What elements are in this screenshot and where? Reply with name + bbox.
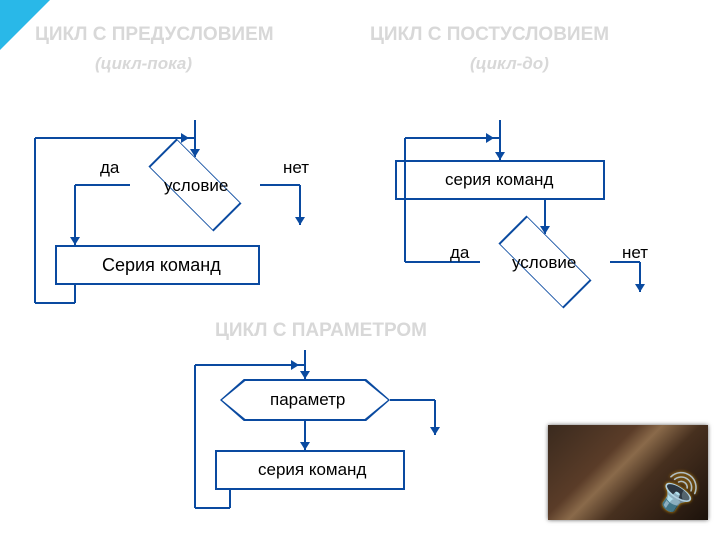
flow-line xyxy=(35,302,75,304)
pre-title: ЦИКЛ С ПРЕДУСЛОВИЕМ xyxy=(35,24,274,46)
flow-line xyxy=(74,185,76,245)
flow-line xyxy=(195,507,230,509)
arrowhead-icon xyxy=(300,371,310,379)
flow-line xyxy=(75,184,130,186)
pre-sub: (цикл-пока) xyxy=(95,54,192,74)
arrowhead-icon xyxy=(300,442,310,450)
arrowhead-icon xyxy=(635,284,645,292)
arrowhead-icon xyxy=(70,237,80,245)
arrowhead-icon xyxy=(495,152,505,160)
arrowhead-icon xyxy=(291,360,299,370)
flow-line xyxy=(390,399,435,401)
arrowhead-icon xyxy=(486,133,494,143)
pre-cond: условие xyxy=(164,176,228,196)
flow-line xyxy=(404,138,406,262)
param-title: ЦИКЛ С ПАРАМЕТРОМ xyxy=(215,320,427,342)
post-title: ЦИКЛ С ПОСТУСЛОВИЕМ xyxy=(370,24,609,46)
pre-yes: да xyxy=(100,158,119,178)
post-sub: (цикл-до) xyxy=(470,54,549,74)
photo-thumbnail xyxy=(548,425,708,520)
param-hex-label: параметр xyxy=(270,390,345,410)
flow-line xyxy=(195,364,305,366)
flow-line xyxy=(74,285,76,303)
pre-body: Серия команд xyxy=(102,255,221,276)
flow-line xyxy=(229,490,231,508)
post-no: нет xyxy=(622,243,648,263)
post-cond: условие xyxy=(512,253,576,273)
pre-no: нет xyxy=(283,158,309,178)
arrowhead-icon xyxy=(181,133,189,143)
flow-line xyxy=(35,137,195,139)
flow-line xyxy=(194,365,196,508)
post-yes: да xyxy=(450,243,469,263)
arrowhead-icon xyxy=(295,217,305,225)
flow-line xyxy=(260,184,300,186)
flow-line xyxy=(34,138,36,303)
arrowhead-icon xyxy=(430,427,440,435)
post-body: серия команд xyxy=(445,170,553,190)
param-body: серия команд xyxy=(258,460,366,480)
